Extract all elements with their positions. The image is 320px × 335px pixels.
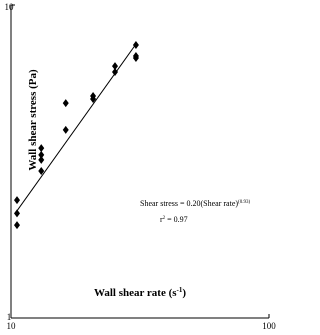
point: [62, 125, 69, 134]
point: [90, 94, 97, 103]
y-tick-label: 10: [5, 2, 15, 12]
point: [132, 54, 139, 63]
chart: Wall shear stress (Pa) Wall shear rate (…: [5, 2, 277, 331]
r-squared: r2 = 0.97: [160, 215, 188, 224]
point: [38, 144, 45, 153]
x-tick-label: 100: [262, 321, 276, 331]
equation: Shear stress = 0.20(Shear rate)(0.93): [140, 199, 250, 208]
x-axis-label: Wall shear rate (s-1): [94, 286, 186, 299]
y-tick-label: 1: [7, 312, 12, 322]
point: [62, 99, 69, 108]
x-tick-label: 10: [7, 321, 17, 331]
x-label-rest: ): [182, 287, 186, 299]
point: [38, 166, 45, 175]
point: [112, 62, 119, 71]
point: [13, 196, 20, 205]
r-sup: 2: [163, 216, 166, 221]
point: [132, 41, 139, 50]
point: [38, 155, 45, 164]
equation-sup: (0.93): [238, 200, 250, 205]
point: [13, 209, 20, 218]
r-text: r: [160, 215, 163, 224]
point: [38, 150, 45, 159]
x-label-sup: -1: [177, 286, 183, 294]
y-axis-label: Wall shear stress (Pa): [27, 69, 39, 171]
equation-text: Shear stress = 0.20(Shear rate): [140, 199, 238, 208]
point: [112, 67, 119, 76]
x-label-text: Wall shear rate (s: [94, 287, 177, 299]
point: [13, 221, 20, 230]
r-rest: = 0.97: [165, 215, 188, 224]
